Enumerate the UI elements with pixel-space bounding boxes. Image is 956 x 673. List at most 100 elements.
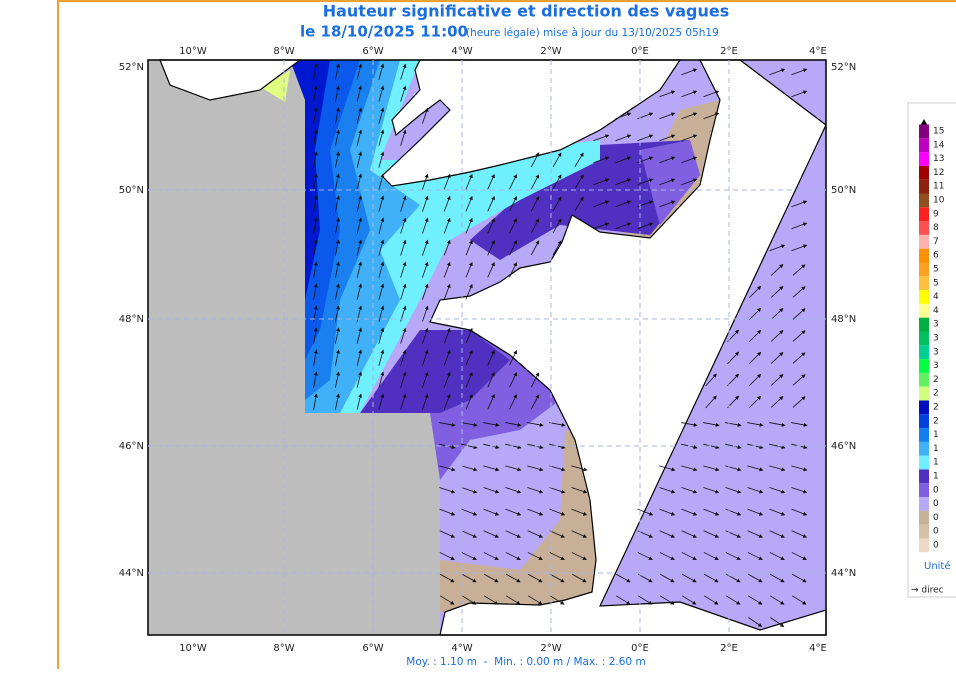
wave-arrow <box>313 195 318 212</box>
wave-arrow <box>747 530 764 538</box>
lat-label-right: 50°N <box>831 185 856 196</box>
wave-arrow <box>552 152 562 168</box>
wave-arrow <box>659 508 676 516</box>
legend-label: 3 <box>933 361 939 371</box>
wave-arrow <box>571 508 588 516</box>
wave-arrow <box>400 349 407 366</box>
wave-arrow <box>659 156 676 164</box>
wave-arrow <box>313 283 318 300</box>
legend-label: 9 <box>933 209 939 219</box>
wave-arrow <box>483 552 499 560</box>
wave-arrow <box>439 530 456 538</box>
legend-label: 1 <box>933 472 939 482</box>
wave-arrow <box>509 174 517 190</box>
sea-yellowgreen <box>262 70 290 102</box>
wave-arrow <box>400 371 407 388</box>
wave-arrow <box>378 85 385 102</box>
wave-arrow <box>527 508 544 516</box>
wave-arrow <box>378 349 385 366</box>
wave-arrow <box>571 465 588 472</box>
legend-label: 6 <box>933 251 939 261</box>
wave-arrow <box>487 261 495 278</box>
wave-arrow <box>378 239 385 256</box>
wave-arrow <box>792 330 806 342</box>
legend-swatch <box>919 538 929 553</box>
wave-arrow <box>791 90 808 98</box>
wave-arrow <box>637 178 654 186</box>
wave-arrow <box>681 90 698 98</box>
wave-arrow <box>439 552 455 560</box>
lon-label-bottom: 2°E <box>720 643 738 654</box>
legend-box <box>907 102 956 598</box>
wave-arrow <box>505 573 521 583</box>
wave-arrow <box>356 85 363 102</box>
lon-label-top: 6°W <box>362 46 383 57</box>
wave-arrow <box>378 371 385 388</box>
wave-arrow <box>791 222 808 230</box>
legend-swatch <box>919 372 929 387</box>
wave-arrow <box>703 422 720 427</box>
wave-arrow <box>593 200 610 208</box>
wave-arrow <box>483 530 500 538</box>
lon-label-bottom: 4°W <box>451 643 472 654</box>
wave-arrow <box>725 508 742 516</box>
wave-arrow <box>791 508 808 516</box>
legend-swatch <box>919 441 929 456</box>
wave-arrow <box>749 285 762 298</box>
wave-arrow <box>443 349 451 366</box>
wave-arrow <box>681 178 698 186</box>
wave-arrow <box>509 240 517 256</box>
wave-arrow <box>505 552 521 560</box>
wave-arrow <box>483 595 499 605</box>
legend-label: 11 <box>933 182 944 192</box>
wave-arrow <box>527 595 543 605</box>
wave-arrow <box>705 395 717 409</box>
legend-swatch <box>919 510 929 525</box>
wave-arrow <box>313 349 318 366</box>
wave-arrow <box>465 173 473 190</box>
legend-label: 13 <box>933 154 944 164</box>
wave-arrow <box>727 373 740 387</box>
wave-arrow <box>422 349 429 366</box>
wave-arrow <box>378 173 385 190</box>
wave-arrow <box>770 351 784 364</box>
wave-arrow <box>334 393 340 410</box>
wave-arrow <box>549 552 565 560</box>
wave-arrow <box>770 263 784 276</box>
wave-arrow <box>769 508 786 516</box>
wave-arrow <box>465 261 473 278</box>
wave-arrow <box>549 465 566 472</box>
lat-label-left: 48°N <box>119 314 144 325</box>
wave-arrow <box>422 371 429 388</box>
wave-arrow <box>509 372 517 388</box>
wave-arrow <box>725 595 741 605</box>
wave-arrow <box>549 573 565 583</box>
legend-swatch <box>919 345 929 360</box>
wave-arrow <box>703 487 720 494</box>
wave-arrow <box>749 373 762 386</box>
lon-label-top: 2°W <box>540 46 561 57</box>
legend-label: 8 <box>933 223 939 233</box>
wave-arrow <box>483 422 500 427</box>
wave-arrow <box>465 239 473 256</box>
wave-arrow <box>439 487 456 494</box>
wave-arrow <box>637 552 653 560</box>
wave-arrow <box>422 195 429 212</box>
no-data <box>148 60 305 635</box>
lon-label-bottom: 0°E <box>631 643 649 654</box>
wave-arrow <box>593 156 610 164</box>
wave-arrow <box>461 552 477 560</box>
wave-arrow <box>313 217 318 234</box>
wave-arrow <box>505 465 522 472</box>
wave-arrow <box>770 307 784 320</box>
wave-arrow <box>615 178 632 186</box>
wave-arrow <box>770 617 785 627</box>
wave-arrow <box>334 349 340 366</box>
sea-darkpurple <box>470 140 700 260</box>
wave-arrow <box>422 217 429 234</box>
lat-label-right: 44°N <box>831 568 856 579</box>
legend-direction: → direc <box>911 586 944 596</box>
wave-arrow <box>769 68 786 76</box>
wave-arrow <box>574 152 584 168</box>
legend-swatch <box>919 414 929 429</box>
